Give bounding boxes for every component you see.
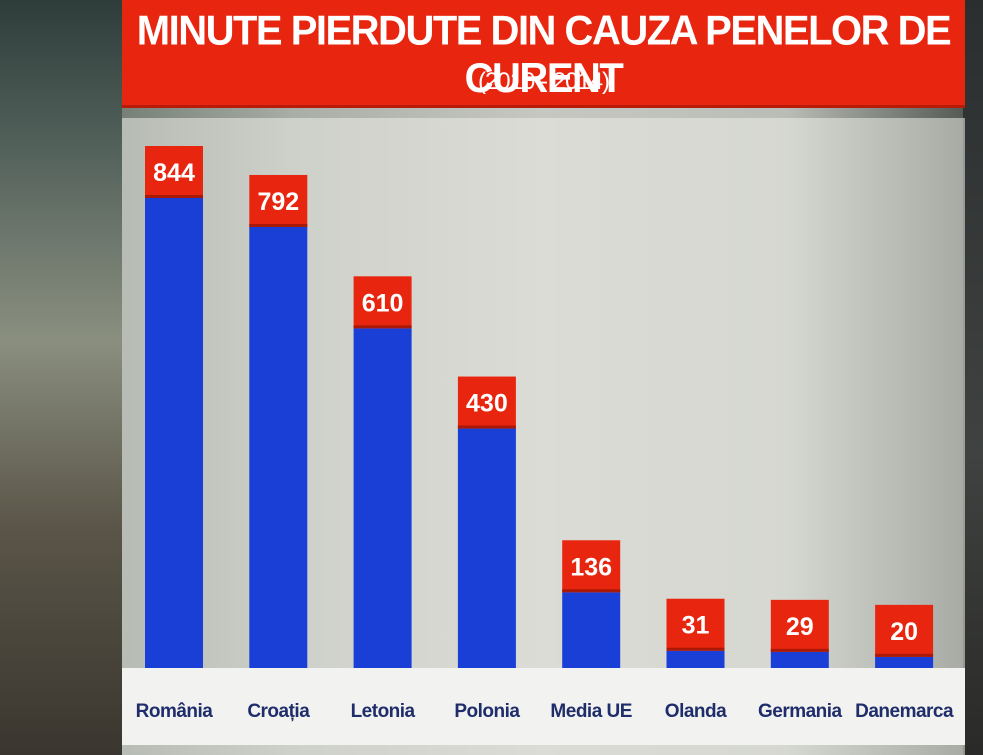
value-label-box-7 <box>875 604 934 657</box>
value-label-3: 430 <box>466 390 508 418</box>
value-label-shadow-7 <box>875 653 934 657</box>
category-band <box>122 668 965 745</box>
value-label-2: 610 <box>362 289 404 317</box>
value-label-box-5 <box>666 598 725 651</box>
category-label-0: România <box>136 701 214 722</box>
bar-5 <box>666 650 725 668</box>
bar-2 <box>353 328 412 668</box>
value-label-box-1 <box>249 174 308 227</box>
value-label-shadow-4 <box>562 589 621 593</box>
value-label-1: 792 <box>257 188 299 216</box>
title-banner: MINUTE PIERDUTE DIN CAUZA PENELOR DE CUR… <box>122 0 965 108</box>
value-label-4: 136 <box>570 553 612 581</box>
value-label-box-4 <box>562 540 621 593</box>
bar-0 <box>145 198 203 668</box>
value-label-0: 844 <box>153 159 195 187</box>
bar-3 <box>457 428 516 668</box>
category-label-4: Media UE <box>550 701 632 722</box>
category-label-6: Germania <box>758 701 843 722</box>
category-label-5: Olanda <box>665 701 727 722</box>
value-label-5: 31 <box>682 612 710 640</box>
chart-subtitle: (2010 - 2014) <box>477 68 610 95</box>
value-label-shadow-3 <box>457 425 516 429</box>
value-label-shadow-2 <box>353 325 412 329</box>
value-label-shadow-5 <box>666 647 725 651</box>
category-label-7: Danemarca <box>855 701 954 722</box>
value-label-box-2 <box>353 276 412 329</box>
bar-7 <box>875 656 934 668</box>
value-label-box-6 <box>770 599 829 652</box>
chart-title: MINUTE PIERDUTE DIN CAUZA PENELOR DE CUR… <box>136 7 952 102</box>
value-label-shadow-1 <box>249 223 308 227</box>
value-label-7: 20 <box>890 618 918 646</box>
value-label-shadow-0 <box>145 195 203 198</box>
value-label-6: 29 <box>786 613 814 641</box>
category-label-3: Polonia <box>454 701 520 722</box>
category-label-1: Croația <box>247 701 310 722</box>
value-label-box-0 <box>145 146 203 198</box>
bar-4 <box>562 592 621 668</box>
value-label-shadow-6 <box>770 648 829 652</box>
category-label-2: Letonia <box>351 701 416 722</box>
bar-6 <box>770 651 829 668</box>
value-label-box-3 <box>457 376 516 429</box>
background-left <box>0 0 122 755</box>
background-right <box>963 0 983 755</box>
bar-1 <box>249 226 308 669</box>
